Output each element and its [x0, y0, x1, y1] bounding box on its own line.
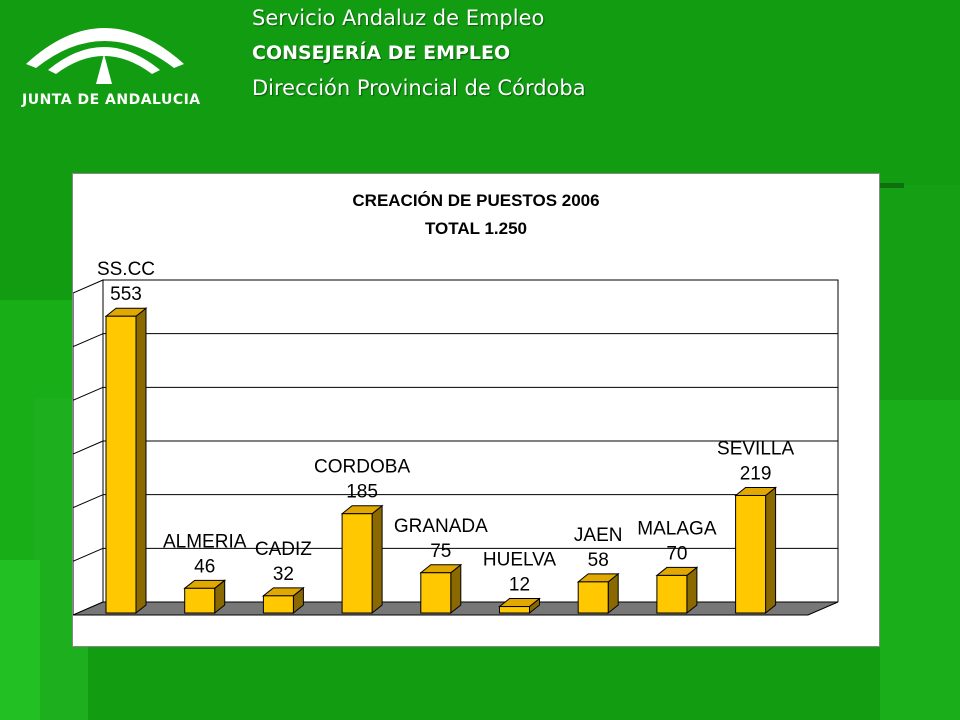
- bar: [499, 606, 530, 614]
- chart-title: CREACIÓN DE PUESTOS 2006: [352, 191, 599, 210]
- category-label: SEVILLA: [717, 438, 794, 459]
- category-label: CORDOBA: [314, 457, 410, 478]
- category-label: MALAGA: [637, 518, 717, 539]
- bar: [735, 494, 767, 614]
- bar: [341, 513, 373, 614]
- header-line-2: CONSEJERÍA DE EMPLEO: [252, 42, 511, 64]
- category-label: ALMERIA: [163, 531, 247, 552]
- category-label: HUELVA: [483, 550, 557, 571]
- chart-subtitle: TOTAL 1.250: [425, 219, 527, 238]
- bar-side: [135, 307, 147, 615]
- background-block: [0, 560, 40, 720]
- bar-chart: CREACIÓN DE PUESTOS 2006 TOTAL 1.250 553…: [73, 191, 839, 616]
- data-label: 46: [194, 556, 215, 577]
- bar: [105, 315, 137, 614]
- logo-text: JUNTA DE ANDALUCIA: [22, 92, 201, 108]
- data-label: 75: [430, 541, 451, 562]
- category-label: SS.CC: [97, 259, 155, 280]
- panel-shadow: [878, 183, 904, 188]
- bar: [262, 595, 294, 614]
- bar: [420, 572, 452, 614]
- data-label: 32: [273, 564, 294, 585]
- gridline: [73, 547, 104, 562]
- data-label: 185: [346, 482, 378, 503]
- data-label: 219: [740, 463, 772, 484]
- gridline: [73, 494, 104, 509]
- background-block: [880, 400, 960, 720]
- chart-panel: CREACIÓN DE PUESTOS 2006 TOTAL 1.250 553…: [72, 173, 880, 647]
- gridline: [73, 386, 104, 401]
- category-label: GRANADA: [394, 516, 488, 537]
- gridline: [73, 333, 104, 348]
- bar: [577, 581, 609, 614]
- bar-side: [371, 504, 383, 615]
- category-label: CADIZ: [255, 539, 312, 560]
- data-label: 58: [588, 550, 609, 571]
- bar: [656, 574, 688, 614]
- header-line-1: Servicio Andaluz de Empleo: [252, 6, 545, 30]
- category-label: JAEN: [574, 525, 623, 546]
- data-label: 12: [509, 575, 530, 596]
- data-label: 70: [666, 543, 687, 564]
- data-label: 553: [110, 284, 142, 305]
- bar-side: [765, 486, 777, 615]
- bar: [184, 587, 216, 614]
- header-line-3: Dirección Provincial de Córdoba: [252, 76, 586, 100]
- gridline: [73, 440, 104, 455]
